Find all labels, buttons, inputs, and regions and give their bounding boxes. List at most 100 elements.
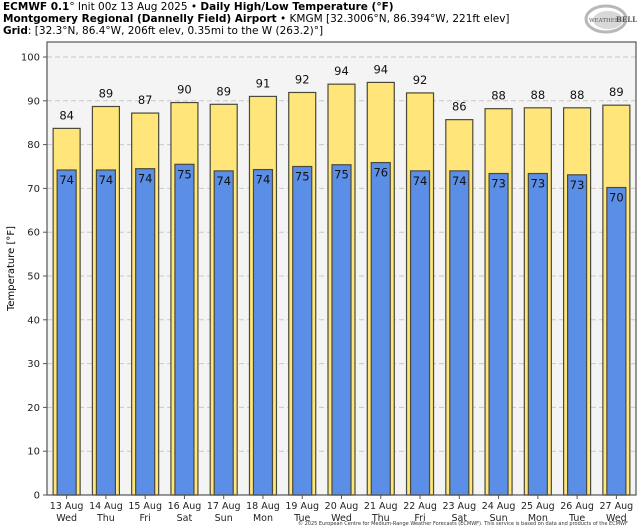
low-label: 73	[491, 177, 506, 191]
low-label: 70	[609, 191, 624, 205]
x-tick-day: Fri	[414, 513, 425, 524]
x-tick-date: 19 Aug	[285, 501, 319, 512]
model-name: ECMWF 0.1	[3, 1, 70, 13]
low-bar	[566, 174, 588, 496]
y-tick-label: 10	[27, 447, 40, 458]
x-tick-day: Sat	[177, 513, 193, 524]
high-label: 88	[531, 88, 546, 102]
x-tick-date: 22 Aug	[403, 501, 437, 512]
x-tick-date: 18 Aug	[246, 501, 280, 512]
low-bar	[135, 168, 156, 496]
low-label: 75	[295, 170, 310, 184]
x-tick-day: Tue	[293, 513, 310, 524]
x-tick-day: Wed	[331, 513, 352, 524]
y-tick-label: 50	[27, 272, 40, 283]
x-tick-date: 27 Aug	[600, 501, 634, 512]
weatherbell-logo-icon: WEATHER BELL	[584, 4, 637, 34]
x-tick-date: 16 Aug	[168, 501, 202, 512]
y-tick-label: 60	[27, 228, 40, 239]
grid-line: Grid: [32.3°N, 86.4°W, 206ft elev, 0.35m…	[3, 25, 323, 38]
low-bar	[95, 169, 117, 496]
low-label: 74	[138, 172, 153, 186]
x-tick-day: Mon	[253, 513, 273, 524]
high-label: 88	[570, 88, 585, 102]
grid-label: Grid	[3, 25, 28, 37]
x-tick-date: 24 Aug	[482, 501, 516, 512]
high-label: 87	[138, 93, 153, 107]
y-axis-label: Temperature [°F]	[6, 226, 17, 312]
low-label: 73	[531, 177, 546, 191]
low-bar	[252, 168, 274, 496]
low-label: 76	[373, 166, 388, 180]
x-tick-day: Thu	[96, 513, 115, 524]
x-tick-day: Sun	[490, 513, 508, 524]
low-label: 74	[256, 173, 271, 187]
station-info: KMGM [32.3006°N, 86.394°W, 221ft elev]	[289, 13, 510, 25]
product-title: Daily High/Low Temperature (°F)	[200, 1, 394, 13]
x-tick-date: 14 Aug	[89, 501, 123, 512]
x-tick-date: 15 Aug	[128, 501, 162, 512]
x-tick-day: Wed	[56, 513, 77, 524]
high-label: 92	[295, 72, 310, 86]
y-tick-label: 30	[27, 359, 40, 370]
high-label: 94	[373, 62, 388, 76]
high-label: 90	[177, 83, 192, 97]
low-bar	[370, 161, 391, 496]
y-tick-label: 0	[34, 491, 40, 502]
low-bar	[331, 164, 352, 496]
chart-title-line: ECMWF 0.1° Init 00z 13 Aug 2025 • Daily …	[3, 1, 394, 14]
low-bar	[213, 170, 234, 496]
x-tick-date: 13 Aug	[50, 501, 84, 512]
y-tick-label: 80	[27, 140, 40, 151]
high-label: 84	[59, 108, 74, 122]
low-bar	[606, 186, 627, 496]
low-bar	[488, 172, 509, 496]
init-time: Init 00z 13 Aug 2025	[74, 1, 188, 13]
high-label: 92	[413, 73, 428, 87]
low-bar	[174, 163, 195, 496]
x-tick-day: Fri	[140, 513, 151, 524]
y-tick-label: 100	[21, 53, 40, 64]
low-bar	[409, 170, 431, 496]
low-bar	[527, 172, 548, 496]
y-tick-label: 40	[27, 315, 40, 326]
low-bar	[56, 169, 77, 496]
plot-frame	[46, 41, 637, 496]
high-label: 94	[334, 64, 349, 78]
station-line: Montgomery Regional (Dannelly Field) Air…	[3, 13, 510, 26]
logo-text-left: WEATHER	[589, 18, 620, 24]
y-tick-label: 90	[27, 96, 40, 107]
low-label: 73	[570, 178, 585, 192]
x-tick-date: 25 Aug	[521, 501, 555, 512]
high-label: 88	[491, 89, 506, 103]
separator: •	[187, 1, 201, 13]
x-tick-day: Sun	[215, 513, 233, 524]
low-bar	[449, 170, 470, 496]
x-tick-date: 17 Aug	[207, 501, 241, 512]
low-bar	[292, 165, 313, 496]
model-degree: °	[69, 1, 75, 13]
high-label: 91	[256, 76, 271, 90]
low-label: 75	[334, 168, 349, 182]
y-tick-label: 20	[27, 403, 40, 414]
x-tick-date: 21 Aug	[364, 501, 398, 512]
high-label: 89	[609, 85, 624, 99]
high-label: 89	[99, 86, 114, 100]
x-tick-date: 26 Aug	[560, 501, 594, 512]
x-tick-day: Tue	[568, 513, 585, 524]
grid-info: : [32.3°N, 86.4°W, 206ft elev, 0.35mi to…	[27, 25, 324, 37]
bars: 84 74 89 74 87 74 90 75 89 74 91 74 92 75 94 75 94 76 92 74…	[52, 62, 631, 496]
y-axis: 0 10 20 30 40 50 60 70 80 90 100	[21, 53, 47, 502]
low-label: 74	[216, 174, 231, 188]
y-tick-label: 70	[27, 184, 40, 195]
x-tick-date: 23 Aug	[442, 501, 476, 512]
x-tick-day: Thu	[371, 513, 390, 524]
x-tick-date: 20 Aug	[325, 501, 359, 512]
separator: •	[276, 13, 290, 25]
station-name: Montgomery Regional (Dannelly Field) Air…	[3, 13, 277, 25]
low-label: 74	[452, 174, 467, 188]
x-tick-day: Wed	[606, 513, 627, 524]
low-label: 74	[59, 173, 74, 187]
